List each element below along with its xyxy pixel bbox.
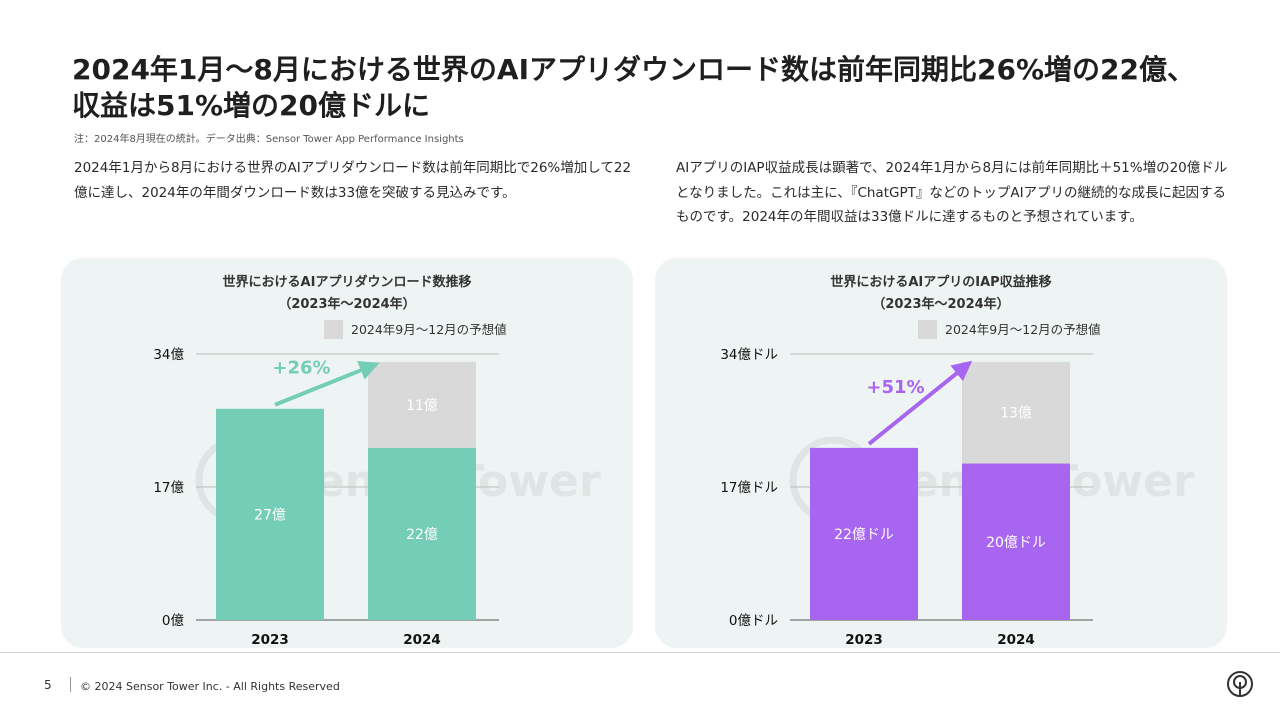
bar-label-forecast: 13億 xyxy=(1000,406,1032,422)
chart-title: 世界におけるAIアプリのIAP収益推移 xyxy=(830,274,1051,290)
bar-actual xyxy=(962,463,1070,620)
bar-label-actual: 20億ドル xyxy=(986,535,1046,551)
y-tick-label: 17億 xyxy=(153,480,184,496)
y-tick-label: 34億 xyxy=(153,347,184,363)
x-tick-label: 2024 xyxy=(403,632,441,648)
bar-label-actual: 22億 xyxy=(406,527,438,543)
revenue-chart: SensorTower世界におけるAIアプリのIAP収益推移（2023年〜202… xyxy=(720,274,1195,648)
legend-label: 2024年9月〜12月の予想値 xyxy=(945,322,1101,337)
growth-arrow xyxy=(274,361,380,407)
footer-divider xyxy=(0,652,1280,653)
revenue-description: AIアプリのIAP収益成長は顕著で、2024年1月から8月には前年同期比＋51%… xyxy=(676,160,1228,225)
downloads-chart: SensorTower世界におけるAIアプリダウンロード数推移（2023年〜20… xyxy=(153,274,601,648)
y-tick-label: 0億ドル xyxy=(729,613,778,629)
bar-label-forecast: 11億 xyxy=(406,398,438,414)
downloads-description: 2024年1月から8月における世界のAIアプリダウンロード数は前年同期比で26%… xyxy=(74,160,632,201)
chart-title: 世界におけるAIアプリダウンロード数推移 xyxy=(223,274,472,290)
bar-label-actual: 22億ドル xyxy=(834,527,894,543)
y-tick-label: 34億ドル xyxy=(720,347,778,363)
x-tick-label: 2023 xyxy=(251,632,289,648)
x-tick-label: 2024 xyxy=(997,632,1035,648)
copyright: © 2024 Sensor Tower Inc. - All Rights Re… xyxy=(80,680,340,693)
growth-label: +51% xyxy=(866,377,924,398)
y-tick-label: 17億ドル xyxy=(720,480,778,496)
sensor-tower-logo-icon xyxy=(1227,671,1253,697)
footer-separator xyxy=(70,677,71,692)
x-tick-label: 2023 xyxy=(845,632,883,648)
bar-label-actual: 27億 xyxy=(254,507,286,523)
legend-label: 2024年9月〜12月の予想値 xyxy=(351,322,507,337)
bar-actual xyxy=(216,408,324,620)
growth-arrow xyxy=(867,360,973,446)
bar-actual xyxy=(368,447,476,620)
bar-forecast xyxy=(962,361,1070,464)
downloads-chart-panel: SensorTower世界におけるAIアプリダウンロード数推移（2023年〜20… xyxy=(61,258,633,648)
page-number: 5 xyxy=(44,678,52,692)
source-note: 注：2024年8月現在の統計。データ出典：Sensor Tower App Pe… xyxy=(74,134,464,145)
bar-forecast xyxy=(368,361,476,448)
page-title: 2024年1月〜8月における世界のAIアプリダウンロード数は前年同期比26%増の… xyxy=(72,53,1195,122)
growth-label: +26% xyxy=(272,357,330,378)
bar-actual xyxy=(810,447,918,620)
chart-subtitle: （2023年〜2024年） xyxy=(872,296,1009,312)
y-tick-label: 0億 xyxy=(162,613,185,629)
legend-swatch xyxy=(918,320,937,339)
chart-subtitle: （2023年〜2024年） xyxy=(278,296,415,312)
revenue-chart-panel: SensorTower世界におけるAIアプリのIAP収益推移（2023年〜202… xyxy=(655,258,1227,648)
legend-swatch xyxy=(324,320,343,339)
